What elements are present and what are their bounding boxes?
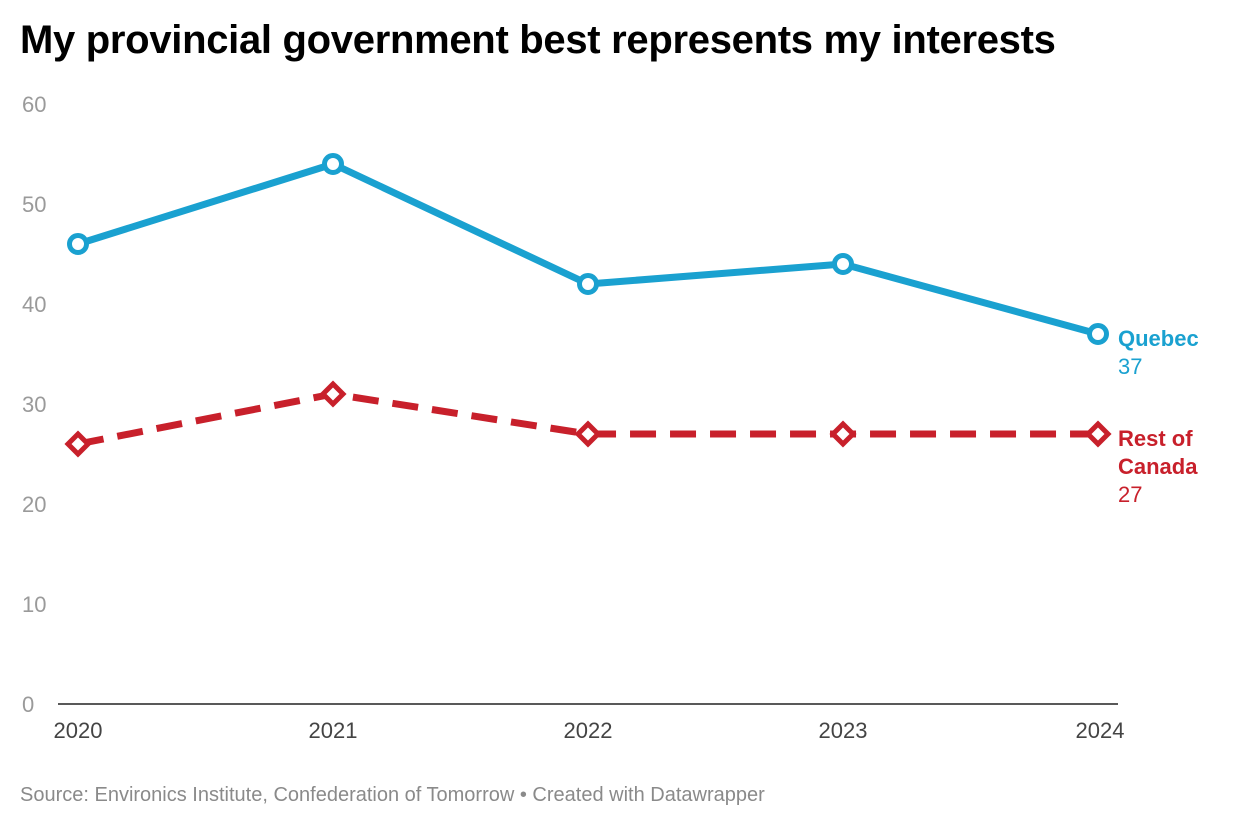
series-quebec — [67, 153, 1109, 345]
y-axis: 0 10 20 30 40 50 60 — [22, 92, 46, 717]
y-tick-label: 10 — [22, 592, 46, 617]
y-tick-label: 60 — [22, 92, 46, 117]
series-line — [74, 160, 1102, 338]
data-point — [574, 420, 602, 448]
series-labels: Quebec 37 Rest of Canada 27 — [1118, 326, 1199, 507]
x-tick-label: 2023 — [819, 718, 868, 743]
x-tick-label: 2024 — [1076, 718, 1125, 743]
data-point — [64, 430, 92, 458]
data-point — [1084, 420, 1112, 448]
x-axis: 2020 2021 2022 2023 2024 — [54, 718, 1125, 743]
series-value-label: 37 — [1118, 354, 1142, 379]
data-point — [829, 420, 857, 448]
data-point — [319, 380, 347, 408]
chart-title: My provincial government best represents… — [20, 18, 1056, 62]
data-point — [577, 273, 599, 295]
data-point — [1087, 323, 1109, 345]
y-tick-label: 50 — [22, 192, 46, 217]
source-note: Source: Environics Institute, Confederat… — [20, 784, 765, 806]
y-tick-label: 40 — [22, 292, 46, 317]
series-line — [77, 390, 1098, 448]
y-tick-label: 20 — [22, 492, 46, 517]
series-name-label: Rest of Canada — [1118, 426, 1198, 479]
y-tick-label: 30 — [22, 392, 46, 417]
y-tick-label: 0 — [22, 692, 34, 717]
series-layer — [64, 153, 1112, 458]
data-point — [832, 253, 854, 275]
series-value-label: 27 — [1118, 482, 1142, 507]
data-point — [67, 233, 89, 255]
x-tick-label: 2022 — [564, 718, 613, 743]
series-rest-of-canada — [64, 380, 1112, 458]
x-tick-label: 2021 — [309, 718, 358, 743]
series-name-label: Quebec — [1118, 326, 1199, 351]
data-point — [322, 153, 344, 175]
x-tick-label: 2020 — [54, 718, 103, 743]
